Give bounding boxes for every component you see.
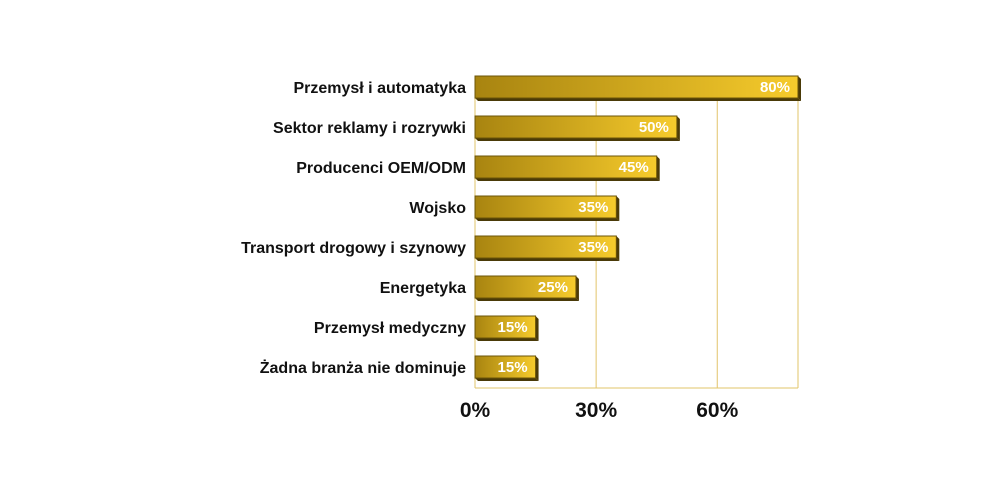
- bar-shadow-bottom: [475, 378, 539, 381]
- bar-shadow-side: [798, 76, 801, 101]
- category-label: Energetyka: [380, 280, 466, 297]
- bar-value-label: 35%: [578, 239, 608, 256]
- category-label: Sektor reklamy i rozrywki: [273, 120, 466, 137]
- x-tick-label: 60%: [696, 399, 738, 422]
- bar-group: 15%: [474, 315, 539, 341]
- category-labels: Przemysł i automatyka Sektor reklamy i ro…: [241, 80, 466, 377]
- bar: [474, 235, 617, 259]
- bar: [474, 315, 537, 339]
- bar-value-label: 25%: [538, 279, 568, 296]
- bar: [474, 275, 577, 299]
- bar-value-label: 35%: [578, 199, 608, 216]
- bar-shadow-bottom: [475, 298, 579, 301]
- x-tick-label: 30%: [575, 399, 617, 422]
- bar-group: 15%: [474, 355, 539, 381]
- bar-group: 80%: [474, 75, 801, 101]
- bar-shadow-side: [535, 356, 539, 381]
- bar-value-label: 45%: [619, 159, 649, 176]
- bar-shadow-side: [535, 316, 539, 341]
- bar-value-label: 80%: [760, 79, 790, 96]
- x-tick-labels: 0% 30% 60%: [460, 399, 739, 422]
- bar: [474, 195, 617, 219]
- bar-group: 35%: [474, 195, 620, 221]
- bar-shadow-bottom: [475, 98, 801, 101]
- bar-group: 35%: [474, 235, 620, 261]
- bar-group: 25%: [474, 275, 579, 301]
- bar: [474, 355, 537, 379]
- bar: [474, 115, 678, 139]
- bar: [474, 75, 799, 99]
- bar-value-label: 15%: [498, 359, 528, 376]
- category-label: Transport drogowy i szynowy: [241, 240, 466, 257]
- x-tick-label: 0%: [460, 399, 491, 422]
- bars: 80% 50% 45% 35% 35% 25% 15% 15%: [474, 75, 801, 381]
- bar-shadow-bottom: [475, 258, 620, 261]
- bar-shadow-side: [616, 236, 620, 261]
- bar-shadow-side: [575, 276, 579, 301]
- bar-shadow-side: [656, 156, 660, 181]
- bar-group: 50%: [474, 115, 680, 141]
- bar-value-label: 50%: [639, 119, 669, 136]
- category-label: Przemysł medyczny: [314, 320, 466, 337]
- category-label: Żadna branża nie dominuje: [260, 359, 466, 377]
- bar-shadow-side: [676, 116, 680, 141]
- category-label: Producenci OEM/ODM: [296, 160, 466, 177]
- category-label: Przemysł i automatyka: [293, 80, 466, 97]
- bar-group: 45%: [474, 155, 660, 181]
- bar: [474, 155, 658, 179]
- bar-shadow-side: [616, 196, 620, 221]
- bar-value-label: 15%: [498, 319, 528, 336]
- bar-shadow-bottom: [475, 138, 680, 141]
- bar-shadow-bottom: [475, 218, 620, 221]
- category-label: Wojsko: [409, 200, 466, 217]
- bar-shadow-bottom: [475, 178, 660, 181]
- bar-shadow-bottom: [475, 338, 539, 341]
